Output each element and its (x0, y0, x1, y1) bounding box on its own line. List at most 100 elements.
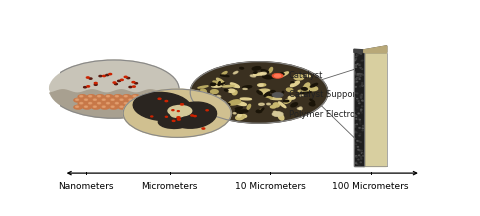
Circle shape (78, 95, 86, 98)
Circle shape (102, 99, 105, 100)
Circle shape (94, 83, 97, 84)
Circle shape (99, 75, 102, 77)
Circle shape (353, 143, 355, 144)
Circle shape (124, 76, 127, 78)
Ellipse shape (270, 106, 276, 108)
Circle shape (178, 119, 180, 120)
Ellipse shape (212, 85, 221, 87)
Ellipse shape (310, 99, 314, 102)
Circle shape (115, 95, 119, 97)
Ellipse shape (300, 92, 312, 93)
Circle shape (354, 114, 355, 115)
Ellipse shape (274, 111, 276, 113)
Ellipse shape (243, 88, 247, 89)
Circle shape (202, 128, 205, 129)
Circle shape (74, 105, 83, 109)
Circle shape (122, 95, 131, 98)
Ellipse shape (259, 110, 262, 112)
Ellipse shape (265, 96, 272, 98)
Ellipse shape (236, 110, 243, 113)
Ellipse shape (240, 98, 252, 100)
Circle shape (360, 97, 361, 98)
Circle shape (354, 138, 355, 139)
Text: Micrometers: Micrometers (142, 182, 198, 191)
Ellipse shape (211, 83, 216, 86)
Circle shape (354, 60, 355, 61)
Circle shape (356, 56, 357, 57)
Circle shape (49, 56, 179, 114)
Ellipse shape (205, 96, 213, 100)
Ellipse shape (170, 102, 216, 128)
Circle shape (101, 105, 109, 109)
Circle shape (127, 77, 130, 79)
Polygon shape (49, 90, 179, 118)
Ellipse shape (198, 86, 208, 88)
Circle shape (133, 103, 136, 104)
Ellipse shape (284, 99, 291, 103)
Circle shape (115, 103, 119, 104)
Circle shape (84, 99, 87, 100)
Ellipse shape (240, 114, 247, 118)
Ellipse shape (294, 75, 304, 80)
Ellipse shape (236, 115, 244, 120)
Ellipse shape (256, 110, 262, 113)
Circle shape (355, 163, 357, 164)
Circle shape (272, 73, 283, 78)
Circle shape (355, 82, 356, 83)
Circle shape (129, 99, 132, 100)
Circle shape (89, 95, 92, 97)
Circle shape (360, 86, 361, 87)
Circle shape (120, 99, 123, 100)
Circle shape (119, 105, 127, 109)
Circle shape (359, 119, 360, 120)
Ellipse shape (238, 113, 241, 117)
Circle shape (132, 95, 140, 98)
Ellipse shape (241, 110, 248, 112)
Ellipse shape (218, 83, 225, 85)
Circle shape (359, 52, 360, 53)
Circle shape (124, 103, 127, 104)
Text: Catalyst: Catalyst (289, 71, 323, 80)
Circle shape (354, 144, 355, 145)
Circle shape (171, 111, 184, 117)
Ellipse shape (252, 67, 261, 70)
Circle shape (105, 102, 113, 106)
Ellipse shape (259, 103, 264, 105)
Circle shape (363, 125, 364, 126)
Circle shape (103, 75, 106, 77)
Ellipse shape (288, 96, 295, 99)
Circle shape (114, 102, 122, 106)
Circle shape (358, 54, 359, 55)
Circle shape (102, 106, 105, 107)
Circle shape (172, 120, 175, 121)
Text: Catalyst Support: Catalyst Support (289, 91, 359, 99)
Circle shape (114, 95, 122, 98)
Circle shape (83, 98, 91, 102)
Ellipse shape (278, 114, 284, 120)
Ellipse shape (304, 83, 310, 88)
Ellipse shape (222, 71, 227, 75)
Ellipse shape (290, 81, 300, 87)
Ellipse shape (213, 81, 219, 83)
Circle shape (111, 99, 114, 100)
Circle shape (127, 105, 136, 109)
Circle shape (107, 103, 109, 104)
Polygon shape (364, 46, 387, 52)
Ellipse shape (235, 107, 242, 109)
Circle shape (115, 83, 118, 85)
Circle shape (358, 113, 359, 114)
Circle shape (353, 132, 355, 133)
Ellipse shape (303, 86, 318, 91)
Polygon shape (354, 46, 387, 52)
Circle shape (180, 104, 183, 105)
Circle shape (89, 103, 92, 104)
Circle shape (166, 116, 168, 117)
Circle shape (172, 110, 174, 111)
Ellipse shape (300, 95, 303, 96)
Circle shape (360, 74, 361, 75)
Circle shape (354, 148, 355, 149)
Ellipse shape (220, 75, 229, 77)
Circle shape (361, 100, 363, 101)
Ellipse shape (158, 115, 191, 129)
Ellipse shape (253, 73, 266, 75)
